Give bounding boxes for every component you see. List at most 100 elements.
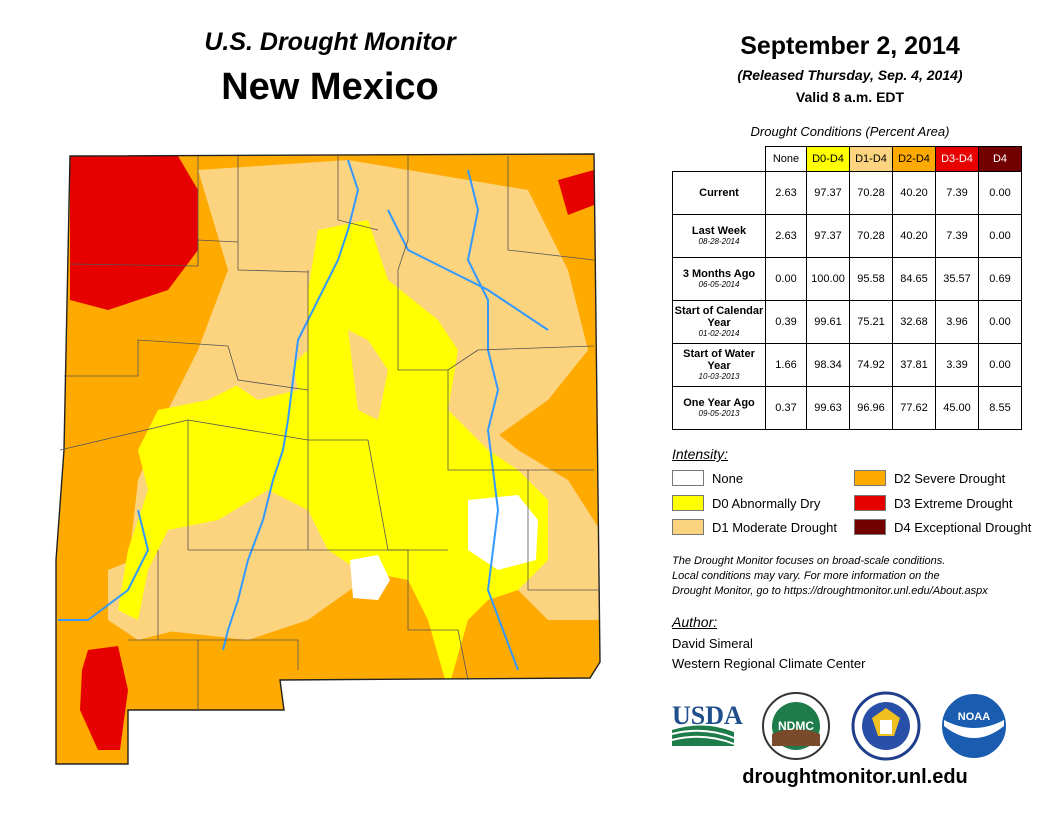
row-label: Current — [672, 171, 766, 215]
gila-river — [58, 509, 150, 621]
table-header-row: None D0-D4 D1-D4 D2-D4 D3-D4 D4 — [672, 146, 1022, 172]
map-title: New Mexico — [221, 66, 439, 108]
cell-value: 96.96 — [849, 386, 893, 430]
col-d3-d4: D3-D4 — [935, 146, 979, 172]
col-d2-d4: D2-D4 — [892, 146, 936, 172]
cell-value: 70.28 — [849, 171, 893, 215]
legend-swatch — [854, 470, 886, 486]
col-none: None — [765, 146, 807, 172]
d0-dry-area — [118, 220, 548, 690]
row-date: 06-05-2014 — [698, 280, 740, 289]
table-row: Start of Calendar Year 01-02-2014 0.39 99… — [672, 300, 1022, 344]
row-label: One Year Ago 09-05-2013 — [672, 386, 766, 430]
noaa-text: NOAA — [958, 711, 990, 723]
canadian-river — [387, 209, 549, 331]
legend-item-d2: D2 Severe Drought — [854, 470, 1005, 486]
table-row: Last Week 08-28-2014 2.63 97.37 70.28 40.… — [672, 214, 1022, 258]
cell-value: 100.00 — [806, 257, 850, 301]
cell-value: 0.37 — [765, 386, 807, 430]
valid-time: Valid 8 a.m. EDT — [795, 89, 905, 105]
legend-label: None — [712, 470, 744, 486]
cell-value: 0.00 — [978, 343, 1022, 387]
legend-item-d4: D4 Exceptional Drought — [854, 519, 1031, 535]
commerce-logo — [851, 691, 921, 761]
legend-item-none: None — [672, 470, 743, 486]
table-row: One Year Ago 09-05-2013 0.37 99.63 96.96 … — [672, 386, 1022, 430]
legend-swatch — [672, 470, 704, 486]
row-date: 01-02-2014 — [698, 329, 740, 338]
note-line: Drought Monitor, go to https://droughtmo… — [672, 585, 988, 597]
cell-value: 2.63 — [765, 171, 807, 215]
row-label: Start of Water Year 10-03-2013 — [672, 343, 766, 387]
cell-value: 40.20 — [892, 214, 936, 258]
drought-stats-table: None D0-D4 D1-D4 D2-D4 D3-D4 D4 Current … — [672, 146, 1022, 430]
ndmc-logo: NDMC — [762, 692, 830, 760]
cell-value: 77.62 — [892, 386, 936, 430]
noaa-logo: NOAA — [940, 692, 1008, 760]
col-d0-d4: D0-D4 — [806, 146, 850, 172]
cell-value: 0.69 — [978, 257, 1022, 301]
legend-swatch — [854, 519, 886, 535]
table-row: Start of Water Year 10-03-2013 1.66 98.34… — [672, 343, 1022, 387]
cell-value: 3.39 — [935, 343, 979, 387]
cell-value: 45.00 — [935, 386, 979, 430]
cell-value: 2.63 — [765, 214, 807, 258]
map-subtitle: U.S. Drought Monitor — [204, 28, 456, 56]
table-caption: Drought Conditions (Percent Area) — [750, 124, 950, 139]
author-org: Western Regional Climate Center — [672, 656, 866, 671]
legend-item-d3: D3 Extreme Drought — [854, 495, 1013, 511]
cell-value: 95.58 — [849, 257, 893, 301]
cell-value: 98.34 — [806, 343, 850, 387]
col-d4: D4 — [978, 146, 1022, 172]
table-corner — [672, 146, 766, 172]
cell-value: 74.92 — [849, 343, 893, 387]
row-label-text: Last Week — [691, 225, 747, 237]
cell-value: 40.20 — [892, 171, 936, 215]
col-d1-d4: D1-D4 — [849, 146, 893, 172]
d3-extreme-southwest — [80, 646, 128, 750]
row-label: Last Week 08-28-2014 — [672, 214, 766, 258]
table-row: Current 2.63 97.37 70.28 40.20 7.39 0.00 — [672, 171, 1022, 215]
legend-title: Intensity: — [672, 446, 729, 462]
cell-value: 32.68 — [892, 300, 936, 344]
table-row: 3 Months Ago 06-05-2014 0.00 100.00 95.58… — [672, 257, 1022, 301]
cell-value: 75.21 — [849, 300, 893, 344]
cell-value: 8.55 — [978, 386, 1022, 430]
legend-label: D3 Extreme Drought — [894, 495, 1013, 511]
pecos-river — [466, 169, 519, 671]
cell-value: 35.57 — [935, 257, 979, 301]
legend-label: D4 Exceptional Drought — [894, 519, 1032, 535]
d3-extreme-northeast — [558, 170, 594, 215]
legend-swatch — [672, 519, 704, 535]
note-line: Local conditions may vary. For more info… — [672, 570, 940, 582]
none-area-south — [350, 555, 390, 600]
ndmc-text: NDMC — [778, 719, 814, 733]
cell-value: 70.28 — [849, 214, 893, 258]
legend-item-d1: D1 Moderate Drought — [672, 519, 837, 535]
cell-value: 0.00 — [978, 214, 1022, 258]
cell-value: 97.37 — [806, 214, 850, 258]
cell-value: 97.37 — [806, 171, 850, 215]
cell-value: 1.66 — [765, 343, 807, 387]
d1-moderate-north-central — [228, 340, 298, 400]
usda-logo: USDA — [671, 701, 743, 746]
website-url[interactable]: droughtmonitor.unl.edu — [742, 766, 968, 788]
row-label: 3 Months Ago 06-05-2014 — [672, 257, 766, 301]
cell-value: 3.96 — [935, 300, 979, 344]
row-label-text: Start of Calendar Year — [674, 305, 764, 329]
cell-value: 0.39 — [765, 300, 807, 344]
cell-value: 0.00 — [765, 257, 807, 301]
cell-value: 7.39 — [935, 214, 979, 258]
legend-swatch — [854, 495, 886, 511]
cell-value: 99.61 — [806, 300, 850, 344]
none-area-east — [468, 495, 538, 570]
usda-text: USDA — [672, 701, 743, 730]
cell-value: 0.00 — [978, 300, 1022, 344]
row-label-text: Start of Water Year — [683, 348, 755, 372]
disclaimer-note: The Drought Monitor focuses on broad-sca… — [672, 554, 1042, 599]
author-title: Author: — [672, 614, 718, 630]
release-date: (Released Thursday, Sep. 4, 2014) — [737, 67, 963, 83]
rio-grande-river — [222, 159, 360, 651]
note-line: The Drought Monitor focuses on broad-sca… — [672, 555, 946, 567]
d1-moderate-inner — [348, 330, 388, 420]
